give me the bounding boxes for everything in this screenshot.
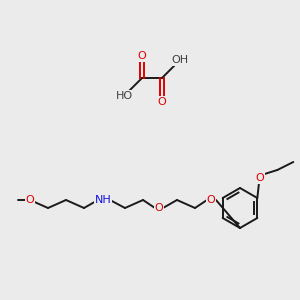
Text: OH: OH xyxy=(171,55,189,65)
Text: O: O xyxy=(26,195,34,205)
Text: O: O xyxy=(207,195,215,205)
Text: O: O xyxy=(154,203,164,213)
Text: O: O xyxy=(138,51,146,61)
Text: O: O xyxy=(158,97,166,107)
Text: HO: HO xyxy=(116,91,133,101)
Text: NH: NH xyxy=(94,195,111,205)
Text: O: O xyxy=(255,173,264,183)
